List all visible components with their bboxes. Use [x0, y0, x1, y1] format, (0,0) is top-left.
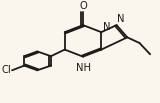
Text: Cl: Cl [2, 65, 11, 75]
Text: O: O [79, 1, 87, 11]
Text: N: N [117, 14, 125, 24]
Text: N: N [103, 22, 111, 32]
Text: NH: NH [76, 63, 91, 73]
